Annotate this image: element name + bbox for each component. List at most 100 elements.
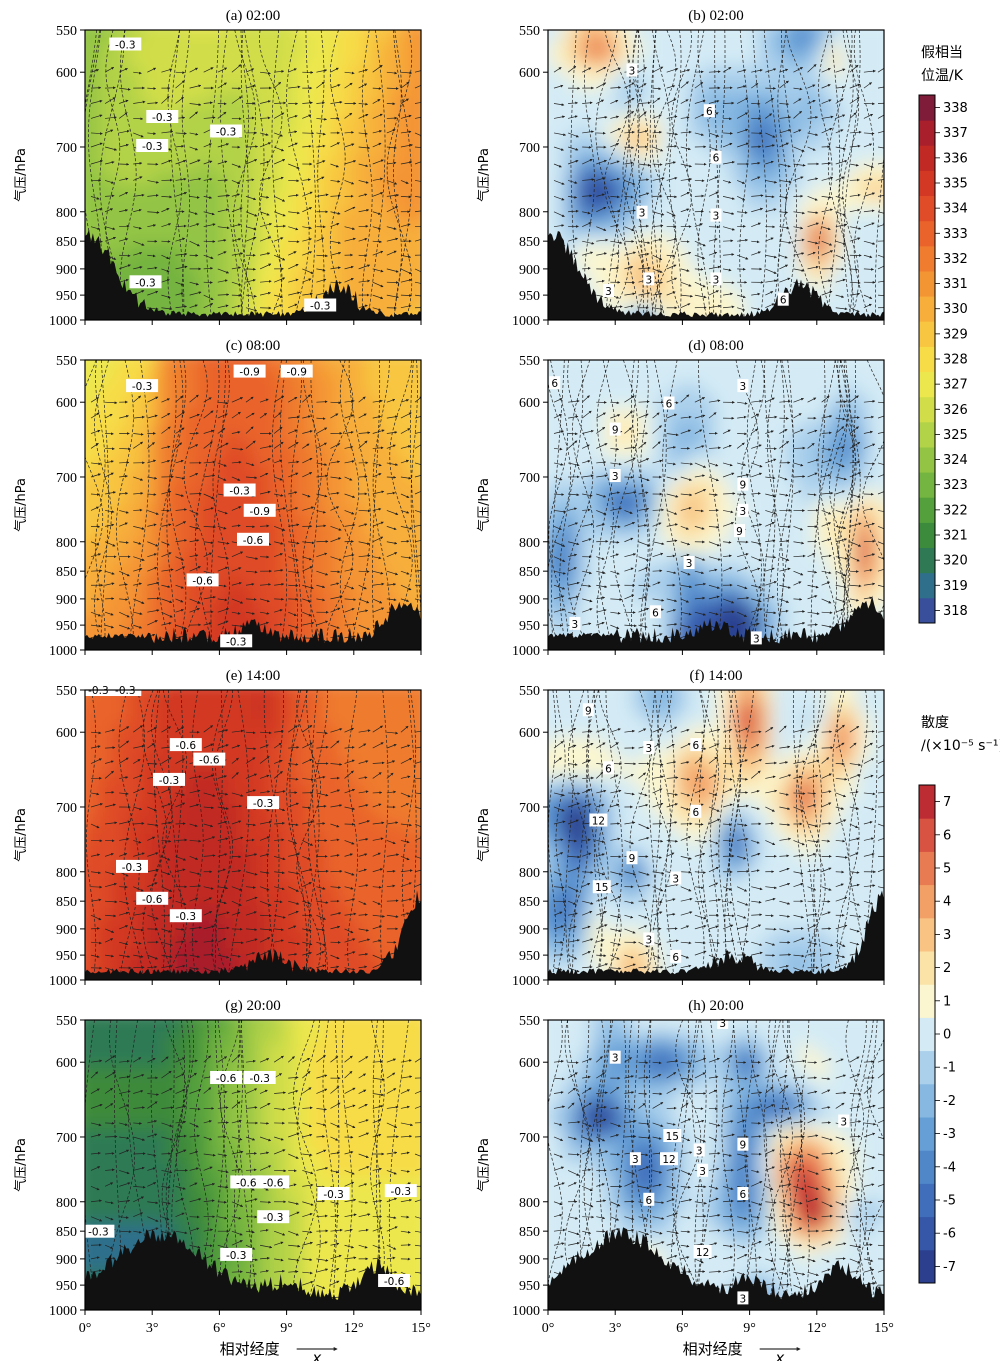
contour-label: -0.3	[88, 685, 109, 697]
contour-label-bg	[126, 379, 159, 393]
contour-label-bg	[693, 1143, 705, 1157]
colorbar-tick-label: 321	[943, 529, 968, 544]
panel-title: (c) 08:00	[226, 338, 281, 354]
y-tick-label: 550	[56, 684, 77, 699]
y-tick-label: 550	[519, 24, 540, 39]
y-tick-label: 800	[519, 866, 540, 881]
terrain	[548, 890, 884, 980]
contour-label: -0.3	[391, 1186, 412, 1198]
wind-vectors	[90, 725, 421, 973]
y-axis-label: 气压/hPa	[476, 148, 492, 202]
colorbar-title: 假相当	[921, 45, 963, 61]
contour-label: -0.3	[216, 127, 237, 139]
contour-label: 15	[666, 1131, 679, 1143]
y-tick-label: 900	[56, 263, 77, 278]
contour-label-bg	[693, 1245, 712, 1258]
contour-label-bg	[737, 1137, 749, 1151]
contour-label: -0.3	[176, 911, 197, 923]
panel-d: 6 6 3 9 3 9 3 9 3 6 3 3 (d) 08:00 550 600 700 800 850 900 9…	[476, 338, 885, 659]
contour-label-bg	[136, 139, 169, 152]
contour-label-bg	[257, 1175, 290, 1189]
plot-frame	[547, 359, 885, 651]
colorbar-tick-label: 334	[943, 202, 968, 217]
contour-label-bg	[237, 532, 269, 546]
contour-label-bg	[663, 1129, 682, 1142]
y-tick-label: 1000	[512, 1304, 540, 1319]
contour-label: 3	[740, 381, 747, 393]
contour-label-bg	[737, 1291, 749, 1305]
colorbar-segment	[919, 245, 935, 272]
wind-vectors	[553, 64, 884, 313]
contour-label: 9	[740, 1140, 747, 1152]
y-axis-label: 气压/hPa	[13, 478, 29, 532]
y-tick-label: 850	[519, 895, 540, 910]
contour-label-bg	[384, 1184, 417, 1198]
contour-label-bg	[650, 605, 661, 619]
y-tick-label: 850	[519, 1225, 540, 1240]
contour-label-bg	[703, 104, 715, 118]
contour-label-bg	[378, 1274, 411, 1287]
contour-label-bg	[82, 1224, 115, 1238]
contour-label: 3	[699, 1166, 706, 1178]
x-tick-label: 15°	[874, 1321, 894, 1336]
plot-frame	[84, 689, 422, 981]
y-tick-label: 900	[519, 923, 540, 938]
y-axis-label: 气压/hPa	[476, 478, 492, 532]
contour-label: 6	[645, 1195, 652, 1207]
panel-title: (f) 14:00	[690, 668, 743, 684]
colorbar-tick-label: -1	[943, 1061, 956, 1076]
colorbar-segment	[919, 572, 935, 599]
x-tick-label: 12°	[344, 1321, 364, 1336]
contour-label: -0.3	[152, 112, 173, 124]
y-tick-label: 950	[56, 1279, 77, 1294]
colorbar-tick-label: 7	[943, 795, 951, 810]
contour-label-bg	[243, 1071, 276, 1084]
contour-label-bg	[257, 1210, 290, 1224]
colorbar-tick-label: 5	[943, 862, 951, 877]
terrain	[85, 229, 421, 320]
contour-label: -0.9	[239, 367, 260, 379]
y-tick-label: 700	[56, 1131, 77, 1146]
colorbar-tick-label: 336	[943, 151, 968, 166]
x-axis-label: 相对经度	[220, 1340, 280, 1358]
y-tick-label: 600	[519, 726, 540, 741]
contour-label: -0.6	[199, 755, 220, 767]
contour-label: -0.3	[249, 1073, 270, 1085]
terrain	[548, 231, 884, 320]
panel-title: (d) 08:00	[688, 338, 743, 354]
contour-label: -0.3	[115, 685, 136, 697]
colorbar-segment	[919, 818, 935, 852]
contour-label: -0.3	[263, 1212, 284, 1224]
contour-label: -0.3	[310, 301, 331, 313]
colorbar-tick-label: 1	[943, 994, 951, 1009]
y-tick-label: 850	[56, 895, 77, 910]
y-tick-label: 800	[519, 206, 540, 221]
contour-label: 3	[639, 208, 646, 220]
colorbar-tick-label: 320	[943, 554, 968, 569]
y-tick-label: 800	[519, 1196, 540, 1211]
colorbar-segment	[919, 1083, 935, 1118]
contour-label: -0.3	[88, 1227, 109, 1239]
contour-label: 6	[706, 106, 713, 118]
y-tick-label: 1000	[49, 644, 77, 659]
x-tick-label: 0°	[79, 1321, 92, 1336]
contour-label: 3	[696, 1146, 703, 1158]
colorbar-tick-label: -7	[943, 1260, 956, 1275]
contour-label: 3	[719, 1018, 726, 1030]
colorbar-tick-label: 326	[943, 403, 968, 418]
x-tick-label: 3°	[146, 1321, 159, 1336]
colorbar-segment	[919, 1050, 935, 1085]
panel-f: 9 6 3 6 12 6 9 15 3 3 6 (f) 14:00 550 600 700 800 850 900…	[476, 668, 885, 989]
contour-label-bg	[153, 772, 185, 786]
contour-label-bg	[660, 1152, 678, 1166]
contour-label-bg	[186, 573, 219, 587]
panel-e: -0.3-0.6-0.6-0.3-0.3-0.3-0.6-0.3-0.3(e) …	[13, 668, 422, 989]
contour-label: 6	[672, 952, 679, 964]
contour-label: 9	[736, 526, 743, 538]
contour-label-bg	[603, 284, 614, 297]
contour-label-bg	[683, 556, 695, 569]
y-tick-label: 850	[56, 1225, 77, 1240]
colorbar-tick-label: 0	[943, 1028, 951, 1043]
contour-label: 3	[713, 211, 720, 223]
colorbar-segment	[919, 1216, 935, 1251]
